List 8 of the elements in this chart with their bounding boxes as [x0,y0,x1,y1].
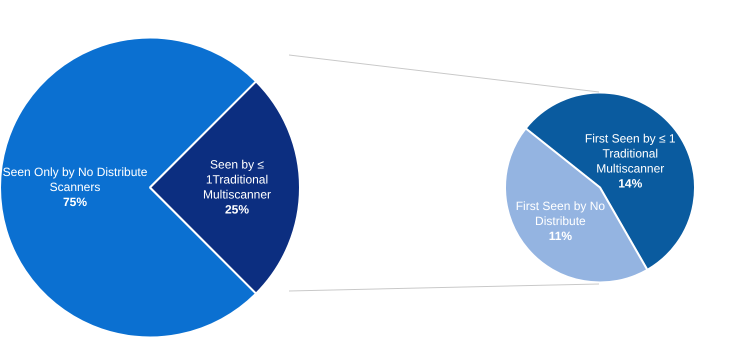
slice-label: Seen by ≤ 1Traditional Multiscanner [202,157,272,202]
slice-label: First Seen by No Distribute [516,198,606,228]
slice-label: First Seen by ≤ 1 Traditional Multiscanner [584,131,676,176]
data-label: 11% [548,228,572,243]
slice-label: Seen Only by No Distribute Scanners [2,164,148,194]
data-label: 14% [618,176,643,190]
data-label: 75% [62,194,88,209]
data-label: 25% [224,202,250,216]
